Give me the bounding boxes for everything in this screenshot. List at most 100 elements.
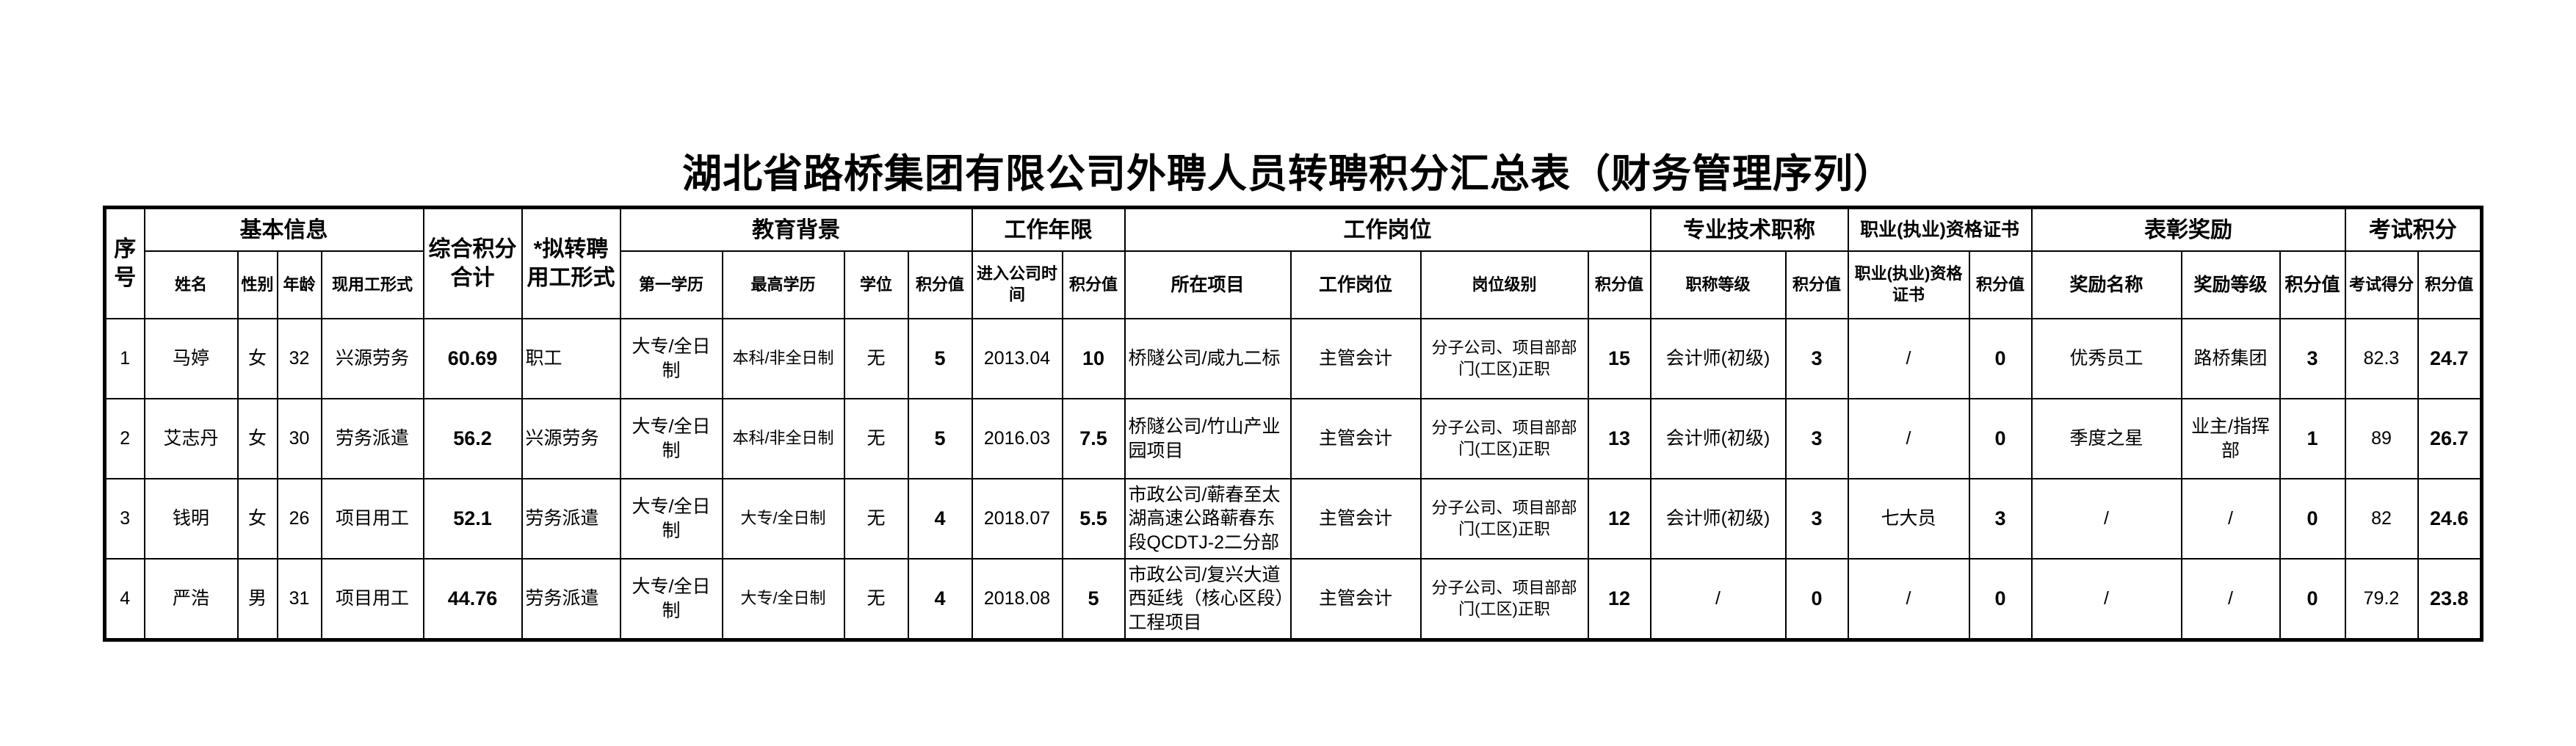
cell-current-form: 项目用工 bbox=[320, 478, 424, 560]
cell-cert-score: 0 bbox=[1968, 318, 2033, 399]
cell-project: 市政公司/复兴大道西延线（核心区段）工程项目 bbox=[1124, 558, 1292, 641]
header-title-grade: 专业技术职称 bbox=[1649, 206, 1849, 252]
cell-name: 马婷 bbox=[143, 318, 239, 399]
col-years-score: 积分值 bbox=[1061, 250, 1126, 319]
cell-age: 32 bbox=[276, 318, 322, 399]
cell-title-level: 会计师(初级) bbox=[1649, 318, 1787, 399]
cell-current-form: 劳务派遣 bbox=[320, 398, 424, 479]
cell-project: 桥隧公司/咸九二标 bbox=[1124, 318, 1292, 399]
table-row: 4 严浩男 31 项目用工 44.76 劳务派遣 大专/全日制 大专/全日制无 4 2018.08… bbox=[104, 558, 2483, 641]
cell-cert-score: 3 bbox=[1968, 478, 2033, 560]
cell-years-score: 5 bbox=[1061, 558, 1126, 641]
col-exam-points: 积分值 bbox=[2417, 250, 2483, 319]
cell-highest-edu: 大专/全日制 bbox=[721, 478, 845, 560]
col-award-score: 积分值 bbox=[2279, 250, 2346, 319]
cell-age: 31 bbox=[276, 558, 322, 641]
cell-highest-edu: 本科/非全日制 bbox=[721, 398, 845, 479]
cell-award-level: / bbox=[2180, 558, 2281, 641]
cell-proposed: 兴源劳务 bbox=[521, 398, 621, 479]
cell-total: 56.2 bbox=[422, 398, 523, 479]
col-award-name: 奖励名称 bbox=[2030, 250, 2182, 319]
header-seq: 序号 bbox=[104, 206, 145, 319]
header-total: 综合积分合计 bbox=[422, 206, 523, 319]
col-edu-score: 积分值 bbox=[907, 250, 973, 319]
cell-title-score: 3 bbox=[1784, 318, 1849, 399]
cell-post-score: 12 bbox=[1587, 558, 1651, 641]
table-row: 3 钱明女 26 项目用工 52.1 劳务派遣 大专/全日制 大专/全日制无 4 2018.07 5… bbox=[104, 478, 2483, 560]
cell-award-name: 优秀员工 bbox=[2030, 318, 2182, 399]
col-gender: 性别 bbox=[236, 250, 278, 319]
col-current-form: 现用工形式 bbox=[320, 250, 424, 319]
cell-exam-points: 24.6 bbox=[2417, 478, 2483, 560]
cell-award-score: 1 bbox=[2279, 398, 2346, 479]
cell-title-score: 3 bbox=[1784, 398, 1849, 479]
cell-title-level: 会计师(初级) bbox=[1649, 478, 1787, 560]
cell-post-level: 分子公司、项目部部门(工区)正职 bbox=[1419, 398, 1589, 479]
cell-gender: 女 bbox=[236, 318, 278, 399]
cell-post-score: 15 bbox=[1587, 318, 1651, 399]
col-cert: 职业(执业)资格证书 bbox=[1847, 250, 1970, 319]
cell-project: 市政公司/蕲春至太湖高速公路蕲春东段QCDTJ-2二分部 bbox=[1124, 478, 1292, 560]
cell-current-form: 项目用工 bbox=[320, 558, 424, 641]
cell-total: 52.1 bbox=[422, 478, 523, 560]
cell-total: 60.69 bbox=[422, 318, 523, 399]
cell-name: 钱明 bbox=[143, 478, 239, 560]
cell-highest-edu: 大专/全日制 bbox=[721, 558, 845, 641]
cell-award-score: 0 bbox=[2279, 478, 2346, 560]
header-exam: 考试积分 bbox=[2344, 206, 2483, 252]
header-basic: 基本信息 bbox=[143, 206, 424, 252]
cell-project: 桥隧公司/竹山产业园项目 bbox=[1124, 398, 1292, 479]
cell-post-level: 分子公司、项目部部门(工区)正职 bbox=[1419, 478, 1589, 560]
cell-gender: 男 bbox=[236, 558, 278, 641]
table-row: 1 马婷女 32 兴源劳务 60.69 职工 大专/全日制 本科/非全日制无 5 2013.04 1… bbox=[104, 318, 2483, 399]
cell-title-level: / bbox=[1649, 558, 1787, 641]
col-project: 所在项目 bbox=[1124, 250, 1292, 319]
cell-first-edu: 大专/全日制 bbox=[619, 398, 723, 479]
cell-award-level: 路桥集团 bbox=[2180, 318, 2281, 399]
cell-post: 主管会计 bbox=[1289, 558, 1422, 641]
cell-seq: 1 bbox=[104, 318, 145, 399]
cell-age: 26 bbox=[276, 478, 322, 560]
header-award: 表彰奖励 bbox=[2030, 206, 2346, 252]
cell-title-level: 会计师(初级) bbox=[1649, 398, 1787, 479]
cell-gender: 女 bbox=[236, 398, 278, 479]
cell-exam-points: 24.7 bbox=[2417, 318, 2483, 399]
cell-cert: 七大员 bbox=[1847, 478, 1970, 560]
cell-degree: 无 bbox=[843, 318, 909, 399]
col-post: 工作岗位 bbox=[1289, 250, 1422, 319]
header-proposed: *拟转聘用工形式 bbox=[521, 206, 621, 319]
col-first-edu: 第一学历 bbox=[619, 250, 723, 319]
cell-exam-points: 26.7 bbox=[2417, 398, 2483, 479]
col-cert-score: 积分值 bbox=[1968, 250, 2033, 319]
cell-highest-edu: 本科/非全日制 bbox=[721, 318, 845, 399]
cell-post-level: 分子公司、项目部部门(工区)正职 bbox=[1419, 558, 1589, 641]
page-title: 湖北省路桥集团有限公司外聘人员转聘积分汇总表（财务管理序列） bbox=[682, 152, 1894, 196]
col-award-level: 奖励等级 bbox=[2180, 250, 2281, 319]
cell-edu-score: 5 bbox=[907, 318, 973, 399]
cell-award-level: / bbox=[2180, 478, 2281, 560]
cell-post-score: 12 bbox=[1587, 478, 1651, 560]
cell-cert: / bbox=[1847, 398, 1970, 479]
col-join-date: 进入公司时间 bbox=[971, 250, 1063, 319]
cell-award-score: 0 bbox=[2279, 558, 2346, 641]
cell-name: 严浩 bbox=[143, 558, 239, 641]
col-post-score: 积分值 bbox=[1587, 250, 1651, 319]
cell-degree: 无 bbox=[843, 478, 909, 560]
cell-proposed: 劳务派遣 bbox=[521, 558, 621, 641]
cell-seq: 3 bbox=[104, 478, 145, 560]
cell-exam-score: 89 bbox=[2344, 398, 2419, 479]
cell-name: 艾志丹 bbox=[143, 398, 239, 479]
cell-title-score: 3 bbox=[1784, 478, 1849, 560]
cell-edu-score: 5 bbox=[907, 398, 973, 479]
cell-post: 主管会计 bbox=[1289, 318, 1422, 399]
col-highest-edu: 最高学历 bbox=[721, 250, 845, 319]
cell-exam-score: 82 bbox=[2344, 478, 2419, 560]
cell-post: 主管会计 bbox=[1289, 478, 1422, 560]
cell-first-edu: 大专/全日制 bbox=[619, 478, 723, 560]
col-exam-score: 考试得分 bbox=[2344, 250, 2419, 319]
cell-cert: / bbox=[1847, 318, 1970, 399]
col-name: 姓名 bbox=[143, 250, 239, 319]
cell-years-score: 7.5 bbox=[1061, 398, 1126, 479]
cell-join-date: 2018.08 bbox=[971, 558, 1063, 641]
cell-proposed: 职工 bbox=[521, 318, 621, 399]
